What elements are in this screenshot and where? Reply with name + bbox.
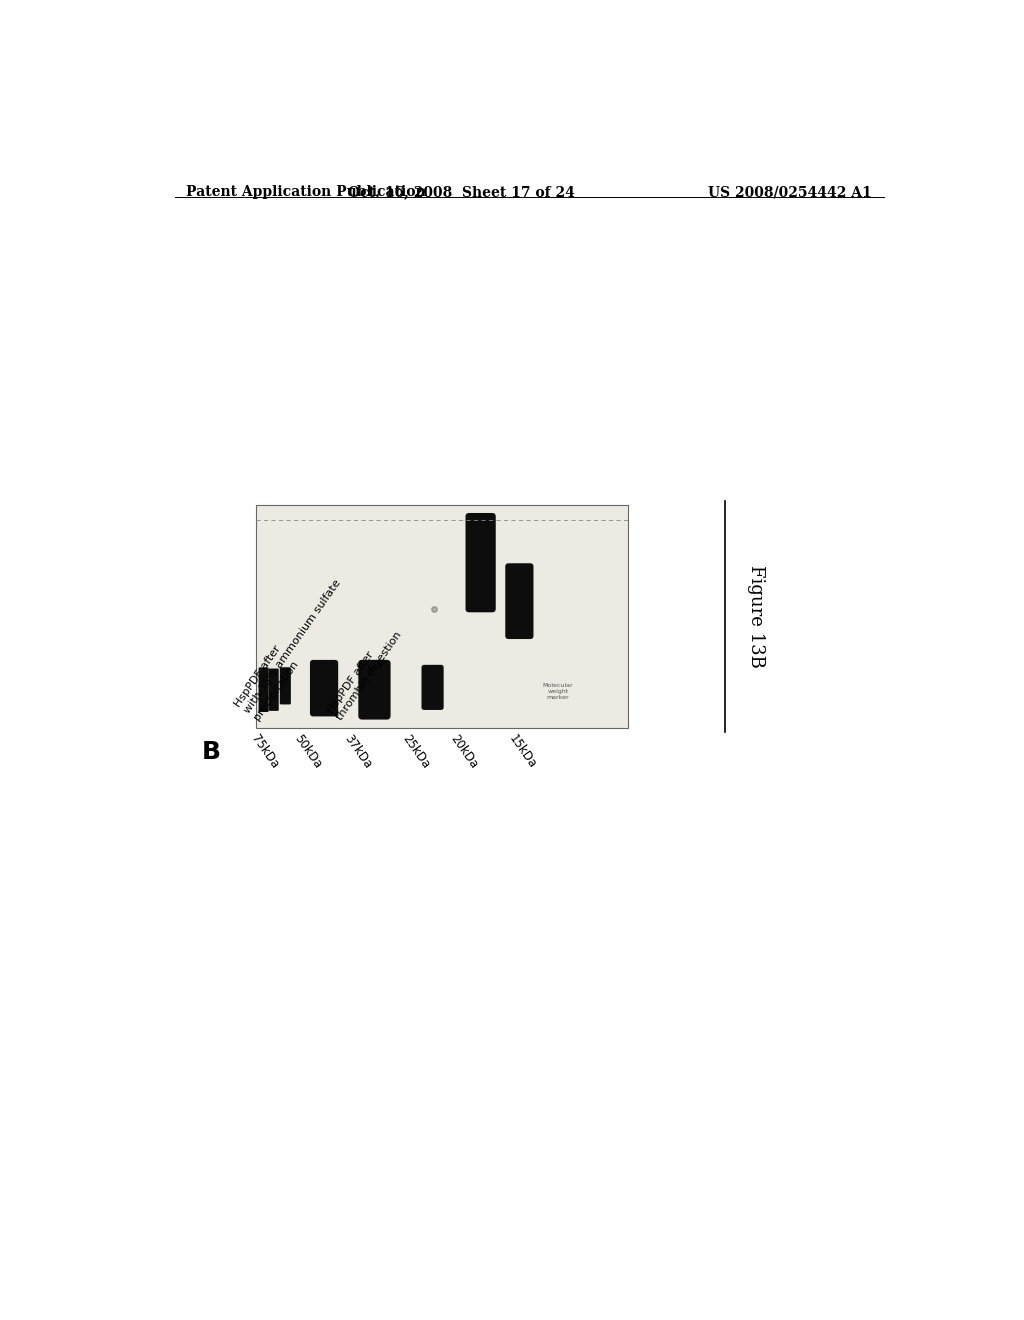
- Text: Molecular
weight
marker: Molecular weight marker: [543, 682, 573, 700]
- FancyBboxPatch shape: [268, 668, 279, 711]
- FancyBboxPatch shape: [422, 665, 443, 710]
- FancyBboxPatch shape: [259, 668, 268, 711]
- FancyBboxPatch shape: [280, 667, 291, 705]
- Text: 25kDa: 25kDa: [400, 733, 432, 771]
- Bar: [256, 506, 628, 729]
- Text: 15kDa: 15kDa: [506, 733, 539, 771]
- Text: HspPDF after
thrombin digestion: HspPDF after thrombin digestion: [326, 623, 404, 722]
- Text: 75kDa: 75kDa: [249, 733, 282, 771]
- Text: Oct. 16, 2008  Sheet 17 of 24: Oct. 16, 2008 Sheet 17 of 24: [348, 185, 574, 199]
- FancyBboxPatch shape: [466, 513, 496, 612]
- Text: 20kDa: 20kDa: [449, 733, 480, 771]
- Text: Patent Application Publication: Patent Application Publication: [186, 185, 426, 199]
- Text: Figure 13B: Figure 13B: [746, 565, 765, 668]
- Text: HspPDF after
with 35% ammonium sulfate
precipitation: HspPDF after with 35% ammonium sulfate p…: [232, 572, 352, 722]
- Text: US 2008/0254442 A1: US 2008/0254442 A1: [709, 185, 872, 199]
- Text: 50kDa: 50kDa: [292, 733, 324, 771]
- Text: B: B: [202, 739, 221, 764]
- FancyBboxPatch shape: [358, 660, 390, 719]
- FancyBboxPatch shape: [310, 660, 338, 717]
- Text: 37kDa: 37kDa: [342, 733, 375, 771]
- FancyBboxPatch shape: [505, 564, 534, 639]
